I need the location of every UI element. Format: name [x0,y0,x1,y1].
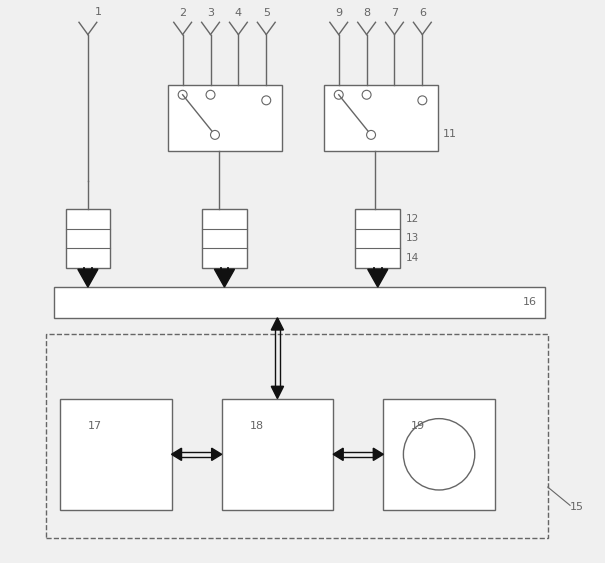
Polygon shape [271,318,284,330]
Bar [221,399,333,510]
Polygon shape [212,448,221,461]
Circle shape [262,96,270,105]
Polygon shape [78,269,98,287]
Circle shape [418,96,427,105]
Bar [168,84,282,150]
Text: 12: 12 [405,214,419,224]
Text: 7: 7 [391,8,398,19]
Polygon shape [373,448,384,461]
Text: 3: 3 [207,8,214,19]
Circle shape [404,419,475,490]
Circle shape [206,90,215,99]
Text: 2: 2 [179,8,186,19]
Bar [202,209,247,267]
Polygon shape [368,269,388,287]
Text: 19: 19 [411,422,425,431]
Text: 5: 5 [263,8,270,19]
Text: 11: 11 [442,129,456,139]
Circle shape [211,131,220,140]
Bar [46,334,548,538]
Text: 17: 17 [88,422,102,431]
Bar [356,209,400,267]
Circle shape [367,131,376,140]
Text: 1: 1 [95,7,102,17]
Text: 18: 18 [249,422,264,431]
Polygon shape [214,269,235,287]
Text: 15: 15 [570,502,584,512]
Circle shape [335,90,343,99]
Circle shape [362,90,371,99]
Text: 6: 6 [419,8,426,19]
Text: 4: 4 [235,8,242,19]
Text: 14: 14 [405,253,419,263]
Bar [54,287,545,318]
Text: 13: 13 [405,233,419,243]
Bar [324,84,438,150]
Text: 9: 9 [335,8,342,19]
Polygon shape [333,448,343,461]
Bar [65,209,110,267]
Bar [60,399,171,510]
Text: 8: 8 [363,8,370,19]
Polygon shape [171,448,181,461]
Circle shape [178,90,187,99]
Text: 16: 16 [523,297,537,307]
Bar [384,399,495,510]
Polygon shape [271,386,284,399]
